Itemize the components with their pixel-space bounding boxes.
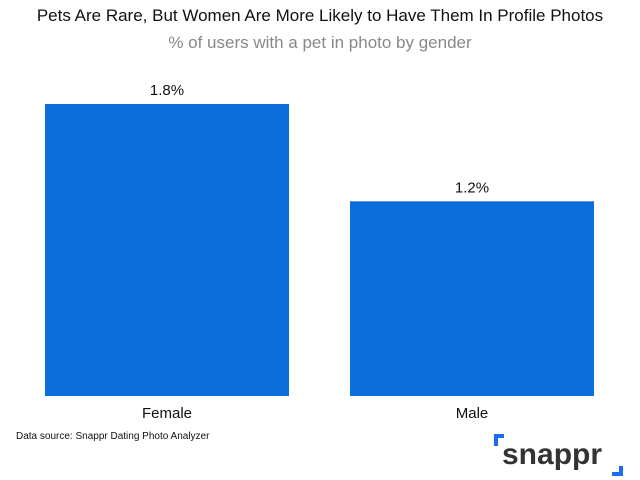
bar-male — [350, 201, 594, 396]
data-label: 1.2% — [455, 179, 489, 196]
snappr-logo: snappr — [494, 434, 623, 476]
chart-title: Pets Are Rare, But Women Are More Likely… — [36, 6, 604, 25]
category-label: Male — [456, 405, 489, 422]
svg-text:snappr: snappr — [502, 438, 602, 471]
data-label: 1.8% — [150, 82, 184, 99]
bar-chart: 1.8% Female 1.2% Male — [45, 82, 594, 422]
data-source: Data source: Snappr Dating Photo Analyze… — [16, 431, 210, 442]
chart-subtitle: % of users with a pet in photo by gender — [168, 33, 472, 52]
category-label: Female — [142, 405, 192, 422]
bar-female — [45, 104, 289, 396]
